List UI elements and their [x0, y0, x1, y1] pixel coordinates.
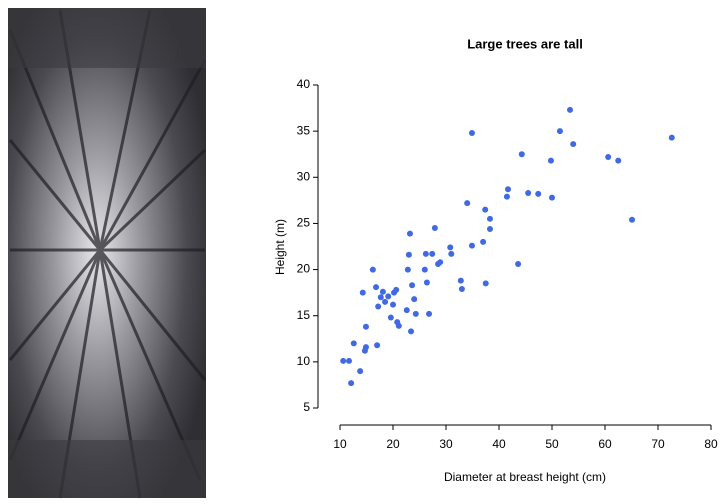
x-tick-label: 40 — [492, 437, 506, 451]
point — [350, 340, 357, 347]
point — [346, 357, 353, 364]
point — [503, 193, 510, 200]
y-axis-label: Height (m) — [273, 219, 287, 275]
point — [468, 129, 475, 136]
x-tick-label: 20 — [386, 437, 400, 451]
point — [547, 157, 554, 164]
y-tick-label: 35 — [297, 123, 311, 137]
y-tick-label: 40 — [297, 77, 311, 91]
point — [423, 279, 430, 286]
point — [605, 153, 612, 160]
point — [457, 277, 464, 284]
point — [411, 296, 418, 303]
point — [525, 189, 532, 196]
point — [448, 250, 455, 257]
point — [422, 250, 429, 257]
x-tick-label: 70 — [651, 437, 665, 451]
point — [377, 294, 384, 301]
forest-photo — [8, 8, 207, 499]
point — [668, 134, 675, 141]
point — [426, 310, 433, 317]
point — [393, 286, 400, 293]
point — [429, 250, 436, 257]
point — [390, 301, 396, 308]
y-tick-label: 30 — [297, 169, 311, 183]
point — [535, 190, 542, 197]
point — [629, 216, 636, 223]
point — [570, 141, 577, 148]
point — [405, 251, 412, 258]
point — [447, 244, 454, 251]
point — [403, 307, 410, 314]
point — [486, 215, 493, 222]
point — [359, 289, 366, 296]
point — [549, 194, 555, 201]
x-tick-label: 50 — [545, 437, 559, 451]
chart-title: Large trees are tall — [467, 36, 583, 51]
point — [379, 288, 386, 295]
y-tick-label: 15 — [297, 308, 311, 322]
point — [468, 242, 475, 249]
point — [505, 186, 512, 193]
point — [340, 357, 347, 364]
point — [464, 200, 471, 207]
point — [421, 266, 428, 273]
point — [567, 106, 574, 113]
point — [348, 380, 355, 387]
y-tick-label: 20 — [297, 262, 311, 276]
point — [406, 230, 413, 237]
point — [480, 238, 487, 245]
point — [615, 157, 622, 164]
point — [385, 293, 392, 300]
point — [362, 344, 369, 351]
point — [408, 328, 415, 335]
point — [556, 128, 563, 135]
point — [409, 282, 416, 289]
point — [395, 322, 402, 329]
point — [362, 323, 369, 330]
point — [375, 303, 382, 310]
y-tick-label: 5 — [303, 400, 310, 414]
x-tick-label: 80 — [704, 437, 718, 451]
x-tick-label: 60 — [598, 437, 612, 451]
point — [382, 298, 389, 305]
point — [518, 151, 525, 158]
x-tick-label: 30 — [439, 437, 453, 451]
point — [482, 206, 489, 213]
y-tick-label: 10 — [297, 354, 311, 368]
point — [431, 225, 438, 232]
point — [437, 259, 444, 266]
x-tick-label: 10 — [333, 437, 347, 451]
point — [486, 225, 493, 232]
point — [369, 266, 376, 273]
point — [482, 280, 489, 287]
x-axis-label: Diameter at breast height (cm) — [444, 470, 606, 484]
point — [458, 285, 465, 292]
point — [387, 314, 394, 321]
point — [374, 342, 381, 349]
point — [412, 310, 419, 317]
point — [373, 284, 380, 291]
point — [515, 261, 522, 268]
point — [357, 368, 364, 375]
point — [404, 266, 411, 273]
y-tick-label: 25 — [297, 216, 311, 230]
